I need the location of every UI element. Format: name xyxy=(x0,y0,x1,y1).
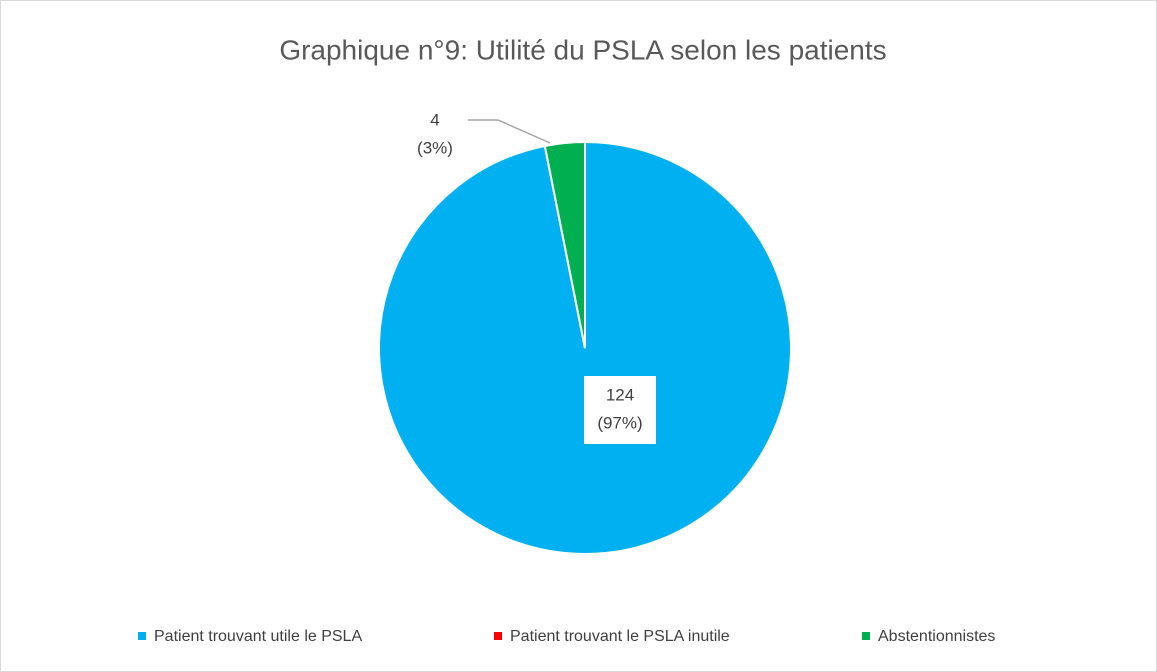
legend-label: Patient trouvant le PSLA inutile xyxy=(510,628,730,645)
legend-swatch xyxy=(862,632,870,640)
data-label: (97%) xyxy=(597,413,642,432)
pie-slice xyxy=(543,140,586,349)
legend-label: Patient trouvant utile le PSLA xyxy=(154,628,362,645)
legend-label: Abstentionnistes xyxy=(878,628,995,645)
data-label: 124 xyxy=(606,385,634,404)
chart-title: Graphique n°9: Utilité du PSLA selon les… xyxy=(279,34,886,65)
leader-line xyxy=(468,119,551,144)
data-label: (3%) xyxy=(417,138,453,157)
label-box xyxy=(584,376,656,444)
legend-swatch xyxy=(494,632,502,640)
legend-swatch xyxy=(138,632,146,640)
data-label: 4 xyxy=(430,110,439,129)
